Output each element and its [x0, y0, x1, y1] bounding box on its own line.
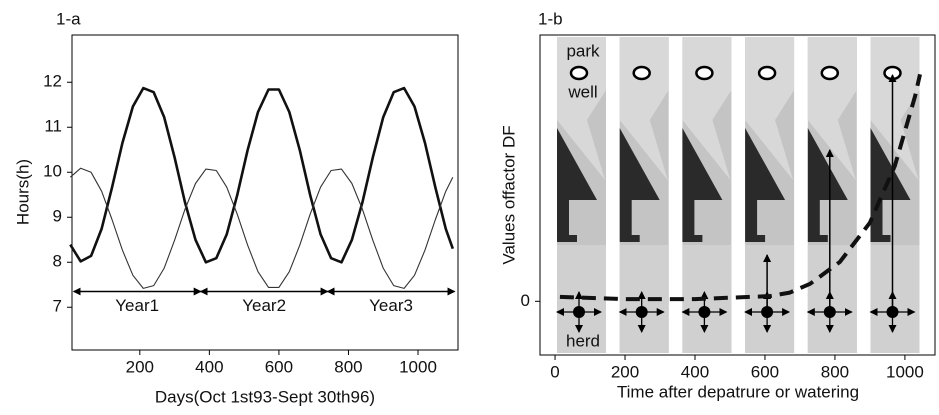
map-light — [682, 245, 732, 353]
y-tick-label: 8 — [53, 252, 62, 271]
y-tick-label: 11 — [44, 117, 62, 136]
map-dark — [682, 128, 723, 242]
year-label: Year1 — [115, 296, 159, 315]
y-tick-label: 7 — [53, 297, 62, 316]
map-region — [682, 37, 732, 180]
well — [632, 65, 651, 81]
x-tick-label: 0 — [550, 362, 559, 381]
x-tick-label: 200 — [126, 357, 154, 376]
well — [569, 65, 589, 81]
y-axis-label: Values offactor DF — [499, 125, 518, 264]
data-line — [69, 167, 454, 289]
map-label: park — [566, 41, 600, 60]
well — [695, 65, 714, 81]
x-tick-label: 600 — [751, 362, 779, 381]
data-line — [559, 73, 922, 302]
y-axis-label: Hours(h) — [13, 159, 32, 225]
x-tick-label: 400 — [195, 357, 223, 376]
map-region — [870, 37, 920, 180]
map-label: herd — [566, 331, 600, 350]
map-light — [557, 245, 606, 353]
x-tick-label: 400 — [681, 362, 709, 381]
chart-title: 1-a — [56, 9, 81, 28]
chart-title: 1-b — [538, 9, 563, 28]
data-line — [69, 86, 455, 264]
y-tick-label: 0 — [521, 291, 530, 310]
x-axis-label: Time after depatrure or watering — [617, 382, 859, 401]
map-dark — [745, 128, 786, 242]
well — [757, 65, 777, 81]
x-tick-label: 800 — [821, 362, 849, 381]
well — [820, 65, 840, 81]
map-dark — [807, 128, 848, 242]
year-label: Year2 — [242, 296, 286, 315]
y-tick-label: 9 — [53, 207, 62, 226]
y-tick-label: 12 — [43, 72, 62, 91]
map-light — [870, 245, 920, 353]
map-dark — [619, 128, 660, 242]
map-region — [745, 37, 795, 180]
year-label: Year3 — [369, 296, 413, 315]
x-tick-label: 800 — [334, 357, 362, 376]
plot-frame — [539, 34, 936, 356]
map-light — [619, 245, 669, 353]
map-region — [619, 37, 669, 180]
map-light — [807, 245, 857, 353]
map-region — [807, 37, 857, 180]
y-tick-label: 10 — [43, 162, 62, 181]
map-dark — [870, 128, 911, 242]
map-dark — [557, 128, 597, 242]
x-tick-label: 200 — [611, 362, 639, 381]
plot-frame — [71, 34, 459, 351]
x-tick-label: 1000 — [886, 362, 924, 381]
map-region — [557, 37, 606, 180]
x-axis-label: Days(Oct 1st93-Sept 30th96) — [155, 387, 375, 406]
x-tick-label: 1000 — [399, 357, 437, 376]
x-tick-label: 600 — [265, 357, 293, 376]
map-light — [745, 245, 795, 353]
map-label: well — [567, 82, 597, 101]
